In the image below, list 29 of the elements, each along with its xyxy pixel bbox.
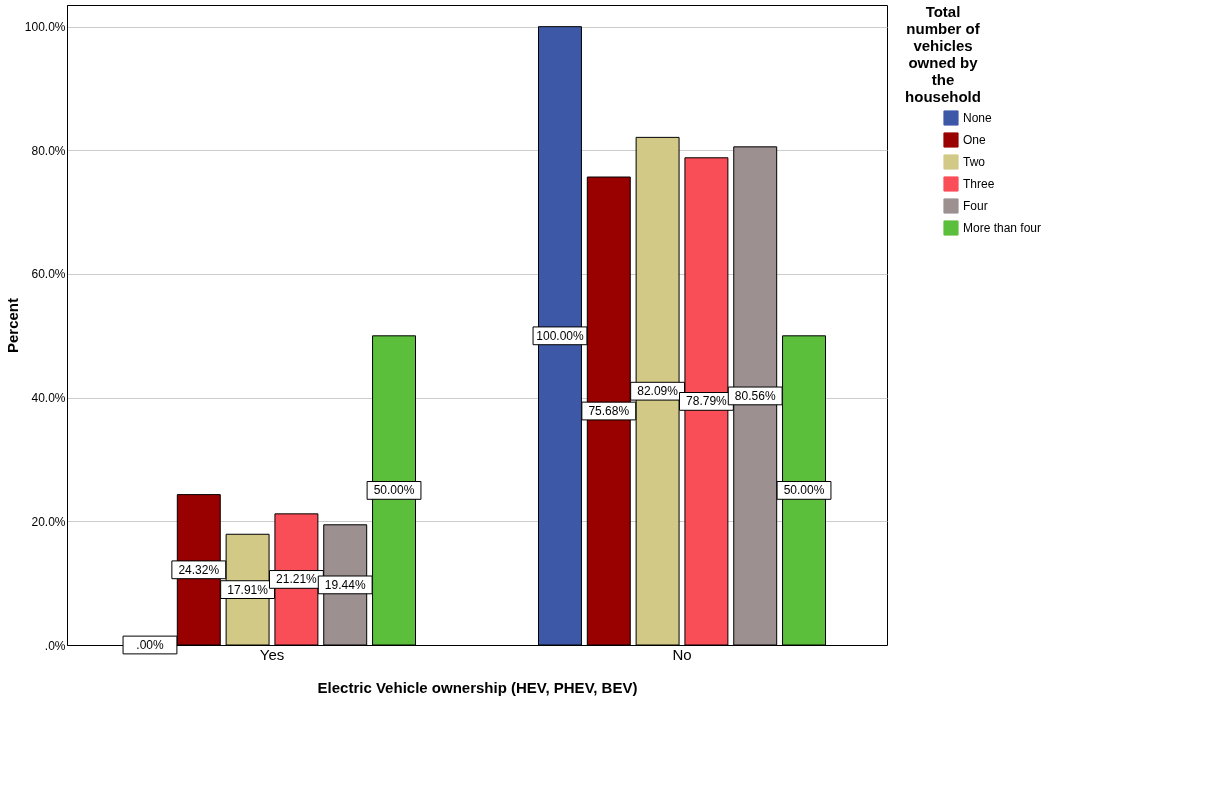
y-tick-label: 100.0% — [24, 20, 66, 35]
legend-title: Total number of vehicles owned by the household — [905, 3, 981, 105]
legend-label: Four — [963, 199, 988, 213]
data-label: 78.79% — [686, 394, 728, 409]
data-label: 75.68% — [588, 404, 630, 419]
x-tick-label: Yes — [259, 645, 285, 663]
y-tick-label: 20.0% — [31, 514, 66, 529]
y-tick-label: 80.0% — [31, 143, 66, 158]
data-label: 80.56% — [734, 388, 776, 403]
legend-label: One — [963, 133, 987, 147]
y-axis-title: Percent — [3, 297, 21, 354]
data-label: 82.09% — [637, 384, 679, 399]
data-label: 21.21% — [276, 572, 318, 587]
data-label: 24.32% — [178, 562, 220, 577]
legend-label: Three — [963, 177, 995, 191]
legend-label: None — [963, 111, 993, 125]
y-tick-label: 60.0% — [31, 267, 66, 282]
data-label: 50.00% — [373, 483, 415, 498]
y-tick-label: .0% — [44, 638, 66, 653]
data-label: 50.00% — [783, 483, 825, 498]
data-label: 100.00% — [536, 328, 584, 343]
x-axis-title: Electric Vehicle ownership (HEV, PHEV, BEV) — [317, 678, 638, 696]
data-label: 19.44% — [324, 577, 366, 592]
x-tick-label: No — [672, 645, 692, 663]
data-label: 17.91% — [227, 582, 269, 597]
legend-label: More than four — [963, 221, 1042, 235]
y-tick-label: 40.0% — [31, 391, 66, 406]
data-label: .00% — [136, 638, 164, 652]
legend-label: Two — [963, 155, 986, 169]
